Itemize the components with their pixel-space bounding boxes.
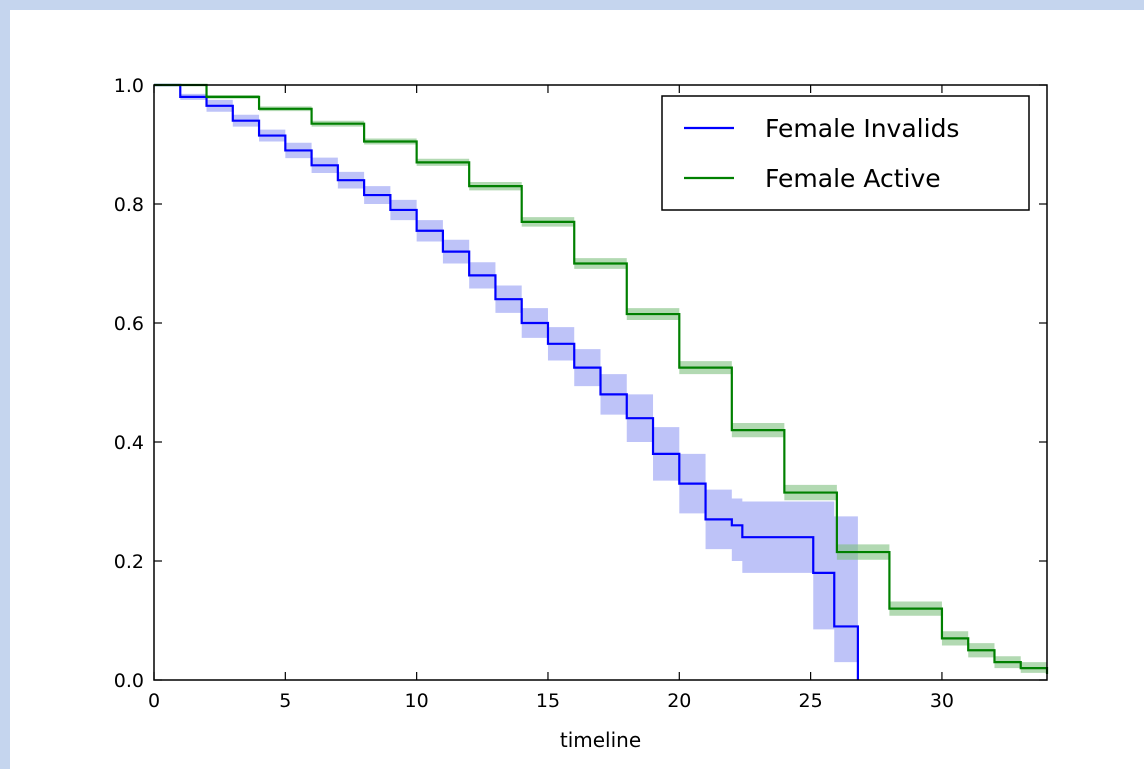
x-tick-label: 15 xyxy=(536,690,560,712)
legend: Female Invalids Female Active xyxy=(661,95,1030,211)
x-tick-label: 10 xyxy=(405,690,429,712)
y-tick-label: 0.6 xyxy=(114,313,144,335)
x-tick-label: 0 xyxy=(148,690,160,712)
female-active-line xyxy=(154,83,1049,675)
y-tick-label: 0.4 xyxy=(114,432,144,454)
y-tick-label: 0.0 xyxy=(114,670,144,692)
legend-box xyxy=(661,95,1030,211)
y-tick-label: 1.0 xyxy=(114,75,144,97)
y-tick-label: 0.2 xyxy=(114,551,144,573)
survival-chart: 0 5 10 15 20 25 300.00.20.40.60.81.0 timeline … xyxy=(114,75,1049,752)
legend-label: Female Invalids xyxy=(765,114,959,143)
x-tick-label: 20 xyxy=(667,690,691,712)
x-tick-label: 25 xyxy=(799,690,823,712)
chart-canvas: 0 5 10 15 20 25 30 0.0 0.2 0.4 0.6 0.8 1.0 timeline … xyxy=(10,10,1144,769)
x-tick-label: 30 xyxy=(930,690,954,712)
x-tick-label: 5 xyxy=(279,690,291,712)
legend-label: Female Active xyxy=(765,164,941,193)
female-invalids-line xyxy=(154,83,859,680)
x-axis-label: timeline xyxy=(560,728,641,752)
axis-ticks: 0 5 10 15 20 25 30 0.0 0.2 0.4 0.6 0.8 1.0 xyxy=(114,75,1047,712)
series-lines xyxy=(154,83,1049,680)
plot-frame xyxy=(153,84,1048,681)
y-tick-label: 0.8 xyxy=(114,194,144,216)
